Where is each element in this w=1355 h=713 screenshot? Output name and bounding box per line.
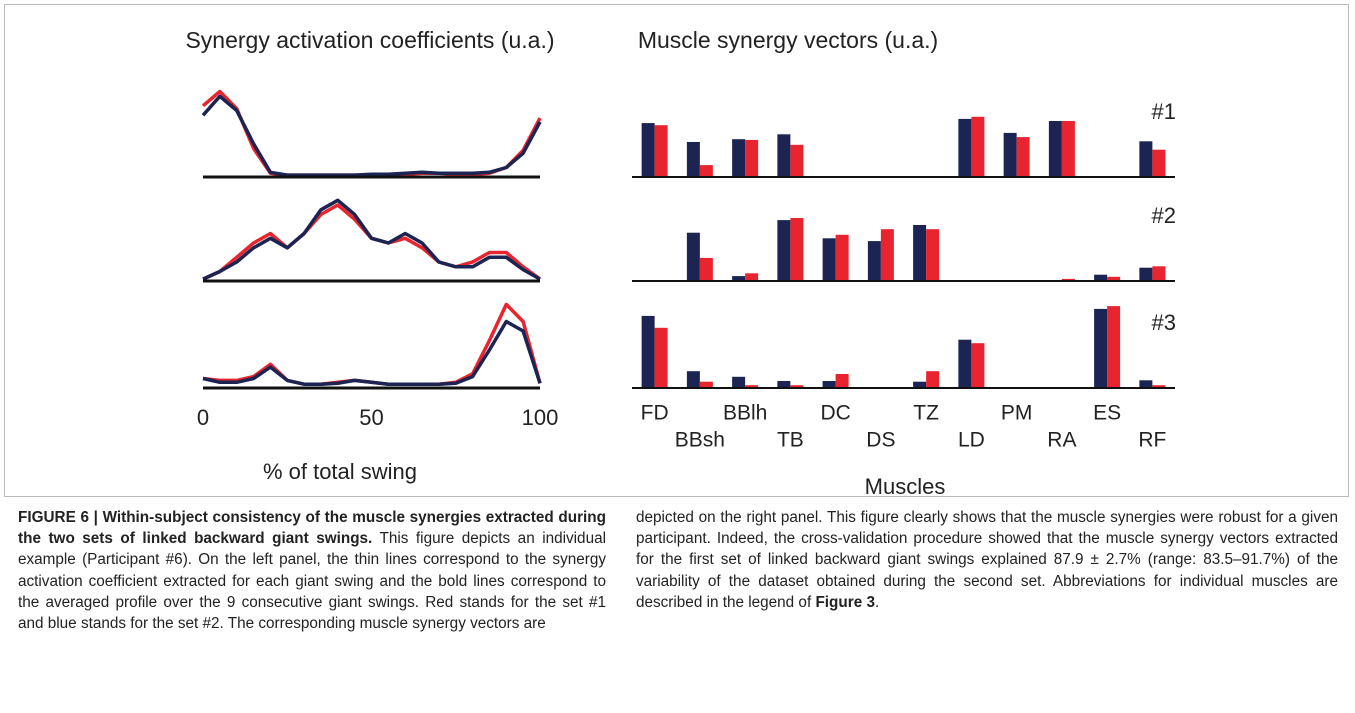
bar bbox=[1061, 278, 1075, 281]
x-tick-label: TZ bbox=[913, 402, 939, 425]
chart-title: Synergy activation coefficients (u.a.) bbox=[185, 27, 554, 53]
x-tick-label: TB bbox=[777, 429, 804, 452]
x-tick-label: DS bbox=[866, 429, 895, 452]
activation-line bbox=[201, 94, 542, 177]
x-axis-label: % of total swing bbox=[263, 459, 417, 484]
bar bbox=[745, 385, 759, 388]
x-tick-label: DC bbox=[820, 402, 850, 425]
bar bbox=[699, 381, 713, 388]
bar bbox=[1107, 276, 1121, 281]
panel-label: #1 bbox=[1152, 99, 1176, 124]
caption-text: . bbox=[874, 593, 880, 611]
bar bbox=[880, 229, 894, 281]
bar bbox=[913, 225, 927, 281]
bar bbox=[958, 339, 972, 388]
bar bbox=[1139, 380, 1153, 388]
caption-text: This figure depicts an individual exampl… bbox=[18, 530, 606, 633]
bar bbox=[1094, 274, 1108, 281]
bar bbox=[1048, 121, 1062, 177]
bar bbox=[835, 374, 849, 388]
x-tick-label: RF bbox=[1138, 429, 1166, 452]
bar bbox=[686, 371, 700, 388]
bar bbox=[867, 241, 881, 281]
bar bbox=[641, 315, 655, 388]
bar bbox=[926, 371, 940, 388]
bar bbox=[1139, 267, 1153, 281]
activation-line bbox=[202, 203, 542, 281]
activation-line bbox=[202, 302, 542, 386]
panel-label: #2 bbox=[1152, 203, 1176, 228]
caption-title: FIGURE 6 | Within-subject consistency of… bbox=[18, 509, 606, 548]
bar bbox=[1139, 141, 1153, 177]
bar bbox=[835, 234, 849, 281]
x-tick-label: 50 bbox=[359, 405, 383, 430]
bar bbox=[777, 381, 791, 388]
bar bbox=[913, 381, 927, 388]
bar bbox=[654, 327, 668, 388]
bar bbox=[732, 276, 746, 281]
bar bbox=[1016, 137, 1030, 177]
panel-label: #3 bbox=[1152, 310, 1176, 335]
activation-line bbox=[202, 198, 541, 281]
bar bbox=[971, 343, 985, 388]
caption-right: depicted on the right panel. This figure… bbox=[636, 507, 1338, 613]
bar bbox=[732, 376, 746, 388]
bar bbox=[1003, 132, 1017, 177]
bar bbox=[745, 273, 759, 281]
x-tick-label: FD bbox=[641, 402, 669, 425]
bar bbox=[971, 116, 985, 177]
caption-ref: Figure 3 bbox=[815, 593, 875, 611]
figure-frame bbox=[4, 4, 1349, 497]
bar bbox=[1152, 266, 1166, 281]
bar bbox=[790, 385, 804, 388]
bar bbox=[822, 238, 836, 281]
x-tick-label: BBsh bbox=[675, 429, 725, 452]
bar bbox=[699, 165, 713, 177]
bar bbox=[1061, 121, 1075, 177]
bar bbox=[641, 123, 655, 177]
bar bbox=[699, 257, 713, 281]
bar bbox=[1094, 308, 1108, 388]
x-tick-label: LD bbox=[958, 429, 985, 452]
x-tick-label: RA bbox=[1047, 429, 1076, 452]
bar bbox=[745, 139, 759, 177]
bar bbox=[1107, 306, 1121, 388]
bar bbox=[790, 144, 804, 177]
bar bbox=[958, 118, 972, 177]
chart-title: Muscle synergy vectors (u.a.) bbox=[638, 27, 938, 53]
x-tick-label: PM bbox=[1001, 402, 1033, 425]
bar bbox=[926, 229, 940, 281]
caption-left: FIGURE 6 | Within-subject consistency of… bbox=[18, 507, 606, 634]
bar bbox=[732, 139, 746, 177]
caption-text: depicted on the right panel. This figure… bbox=[636, 509, 1338, 611]
bar bbox=[790, 218, 804, 281]
x-tick-label: BBlh bbox=[723, 402, 767, 425]
figure: Synergy activation coefficients (u.a.) 0 5… bbox=[185, 27, 1176, 499]
x-tick-label: 100 bbox=[522, 405, 559, 430]
x-axis-label: Muscles bbox=[865, 474, 946, 499]
x-tick-label: ES bbox=[1093, 402, 1121, 425]
bar bbox=[686, 232, 700, 281]
bar bbox=[777, 134, 791, 177]
activation-line bbox=[201, 89, 542, 177]
bar bbox=[777, 220, 791, 281]
x-tick-label: 0 bbox=[197, 405, 209, 430]
bar bbox=[654, 125, 668, 177]
bar bbox=[1152, 149, 1166, 177]
bar bbox=[822, 381, 836, 388]
bar bbox=[1152, 385, 1166, 388]
activation-line bbox=[202, 319, 542, 386]
bar bbox=[686, 142, 700, 177]
